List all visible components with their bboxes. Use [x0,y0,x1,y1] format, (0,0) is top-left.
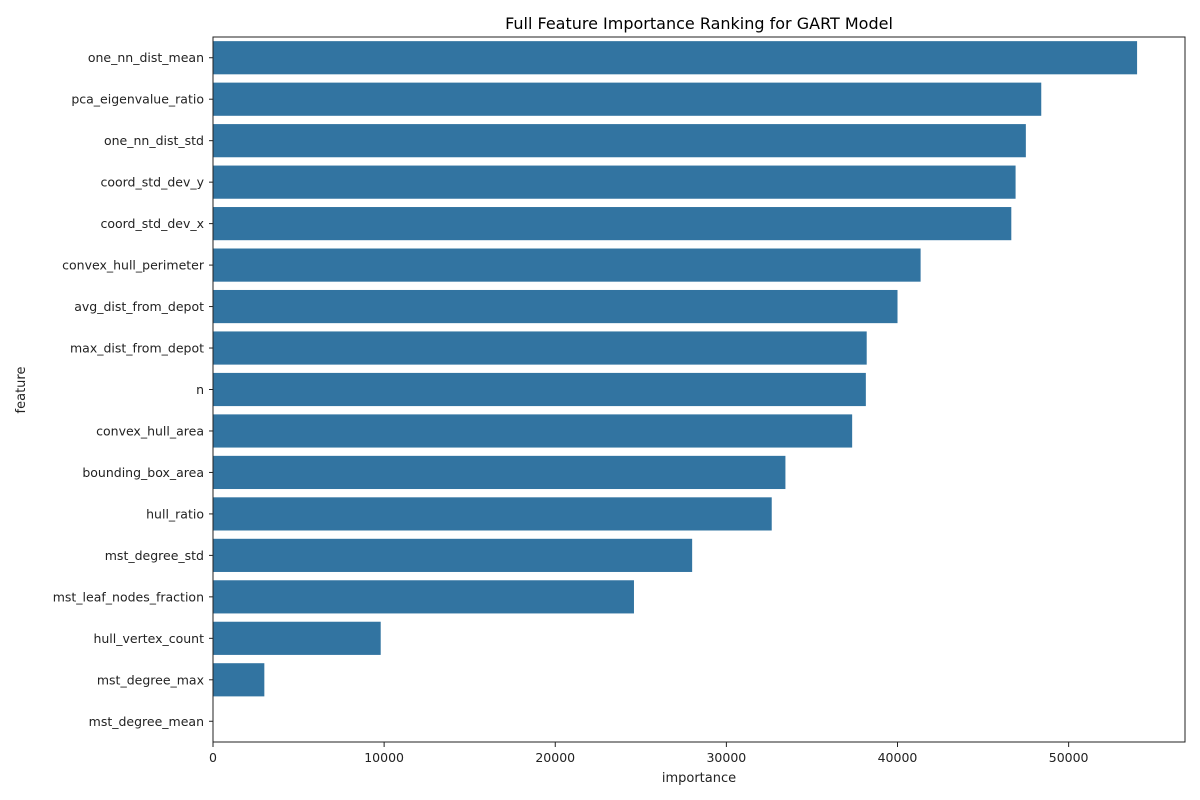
y-tick-label: mst_leaf_nodes_fraction [53,589,204,604]
y-tick-label: hull_ratio [146,506,204,521]
y-tick-label: coord_std_dev_x [100,216,204,231]
plot-area-frame [212,36,1186,743]
y-tick-label: mst_degree_std [105,548,204,563]
x-tick-label: 20000 [535,750,575,765]
bar-mst-degree-std [213,538,693,572]
y-tick-labels: one_nn_dist_mean pca_eigenvalue_ratio one_… [53,50,213,729]
bar-one-nn-dist-std [213,124,1026,158]
x-tick-label: 40000 [878,750,918,765]
y-tick-label: mst_degree_max [97,672,204,687]
bar-coord-std-dev-y [213,165,1016,199]
bar-one-nn-dist-mean [213,41,1138,75]
y-tick-label: hull_vertex_count [93,631,204,646]
bar-convex-hull-perimeter [213,248,921,282]
y-tick-label: convex_hull_perimeter [62,258,205,273]
y-tick-label: one_nn_dist_mean [88,50,204,65]
bar-avg-dist-from-depot [213,289,898,324]
x-tick-label: 10000 [364,750,404,765]
bar-hull-ratio [213,497,772,531]
x-tick-label: 50000 [1049,750,1089,765]
y-tick-label: convex_hull_area [96,423,204,438]
y-tick-label: mst_degree_mean [89,714,204,729]
bar-hull-vertex-count [213,621,381,655]
y-tick-label: one_nn_dist_std [104,133,204,148]
y-axis-label: feature [14,367,29,414]
bar-n [213,372,866,407]
x-tick-label: 30000 [706,750,746,765]
x-ticks: 0 10000 20000 30000 40000 50000 [209,742,1089,765]
y-tick-label: pca_eigenvalue_ratio [71,92,204,107]
bar-coord-std-dev-x [213,207,1012,241]
bar-pca-eigenvalue-ratio [213,82,1042,116]
y-tick-label: n [196,382,204,397]
x-tick-label: 0 [209,750,217,765]
bar-max-dist-from-depot [213,331,867,365]
chart-title: Full Feature Importance Ranking for GART… [505,14,893,33]
bar-mst-degree-max [213,663,265,697]
x-axis-label: importance [662,771,736,786]
y-tick-label: avg_dist_from_depot [74,299,204,314]
bar-convex-hull-area [213,414,853,448]
y-tick-label: max_dist_from_depot [70,341,204,356]
bars-group [213,41,1138,697]
bar-bounding-box-area [213,455,786,490]
bar-mst-leaf-nodes-fraction [213,580,634,614]
y-tick-label: coord_std_dev_y [100,175,204,190]
y-tick-label: bounding_box_area [82,465,204,480]
